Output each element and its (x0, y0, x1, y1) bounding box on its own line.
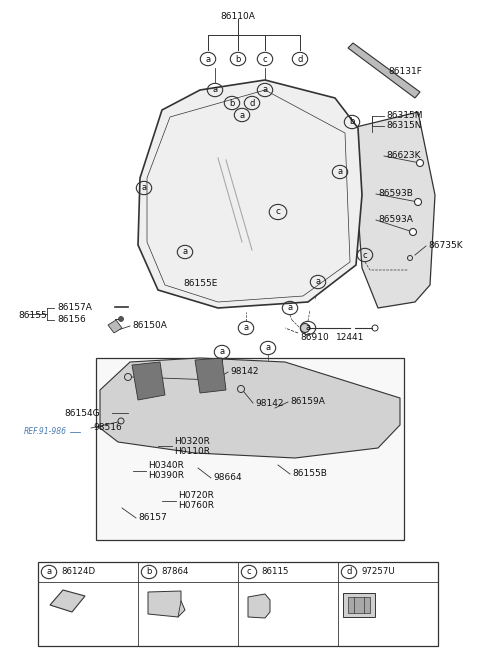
Text: b: b (235, 55, 240, 64)
Text: 98516: 98516 (93, 424, 122, 432)
Circle shape (417, 160, 423, 166)
Text: 97257U: 97257U (361, 568, 395, 576)
Text: a: a (182, 248, 188, 256)
Circle shape (409, 229, 417, 235)
Text: a: a (205, 55, 211, 64)
Polygon shape (343, 593, 375, 617)
Text: 98142: 98142 (230, 367, 259, 376)
Text: 12441: 12441 (336, 334, 364, 342)
Text: H0110R: H0110R (174, 447, 210, 455)
Text: 86155E: 86155E (183, 279, 217, 288)
Polygon shape (100, 358, 400, 458)
Text: 86124D: 86124D (61, 568, 95, 576)
Text: b: b (349, 118, 355, 127)
Text: H0760R: H0760R (178, 501, 214, 510)
Text: a: a (337, 168, 343, 177)
Text: 86115: 86115 (261, 568, 288, 576)
Text: 86156: 86156 (57, 315, 86, 325)
Text: d: d (249, 99, 255, 108)
Text: H0720R: H0720R (178, 491, 214, 501)
Polygon shape (108, 320, 122, 333)
Text: a: a (213, 85, 217, 95)
Text: 86159A: 86159A (290, 397, 325, 407)
Text: 86593B: 86593B (378, 189, 413, 198)
Bar (96, 358, 404, 540)
Text: a: a (288, 304, 293, 313)
Text: a: a (263, 85, 267, 95)
Text: REF.91-986: REF.91-986 (24, 428, 67, 436)
Text: a: a (47, 568, 51, 576)
Text: 86150A: 86150A (132, 321, 167, 330)
Text: H0320R: H0320R (174, 436, 210, 445)
Text: 86131F: 86131F (388, 68, 422, 76)
Text: a: a (142, 183, 146, 193)
Text: b: b (229, 99, 235, 108)
Text: 86910: 86910 (300, 334, 329, 342)
Text: c: c (276, 208, 280, 217)
Polygon shape (138, 80, 362, 308)
Text: 86315M: 86315M (386, 112, 422, 120)
Text: 98664: 98664 (213, 474, 241, 482)
Text: 86157: 86157 (138, 514, 167, 522)
Text: d: d (346, 568, 352, 576)
Text: 86155B: 86155B (292, 470, 327, 478)
Polygon shape (148, 591, 185, 617)
Text: a: a (315, 277, 321, 286)
Text: b: b (146, 568, 152, 576)
Text: d: d (297, 55, 303, 64)
Text: c: c (247, 568, 252, 576)
Text: a: a (240, 110, 245, 120)
Text: 87864: 87864 (161, 568, 189, 576)
Text: a: a (219, 348, 225, 357)
Text: a: a (305, 323, 311, 332)
Text: 86155: 86155 (18, 311, 47, 319)
Text: a: a (243, 323, 249, 332)
Polygon shape (195, 358, 226, 393)
Circle shape (119, 317, 123, 321)
Polygon shape (348, 597, 370, 613)
Text: c: c (263, 55, 267, 64)
Text: H0340R: H0340R (148, 461, 184, 470)
Text: 98142: 98142 (255, 399, 284, 407)
Polygon shape (50, 590, 85, 612)
Polygon shape (132, 362, 165, 400)
Text: 86157A: 86157A (57, 304, 92, 313)
Text: c: c (363, 250, 367, 260)
Bar (38, 562, 438, 646)
Text: 86154G: 86154G (64, 409, 100, 417)
Text: 86623K: 86623K (386, 152, 420, 160)
Text: 86110A: 86110A (221, 12, 255, 21)
Polygon shape (348, 43, 420, 98)
Polygon shape (352, 112, 435, 308)
Text: 86315N: 86315N (386, 122, 421, 131)
Text: 86593A: 86593A (378, 215, 413, 225)
Circle shape (300, 323, 310, 332)
Text: 86735K: 86735K (428, 242, 463, 250)
Circle shape (415, 198, 421, 206)
Polygon shape (248, 594, 270, 618)
Text: H0390R: H0390R (148, 472, 184, 480)
Text: a: a (265, 344, 271, 353)
